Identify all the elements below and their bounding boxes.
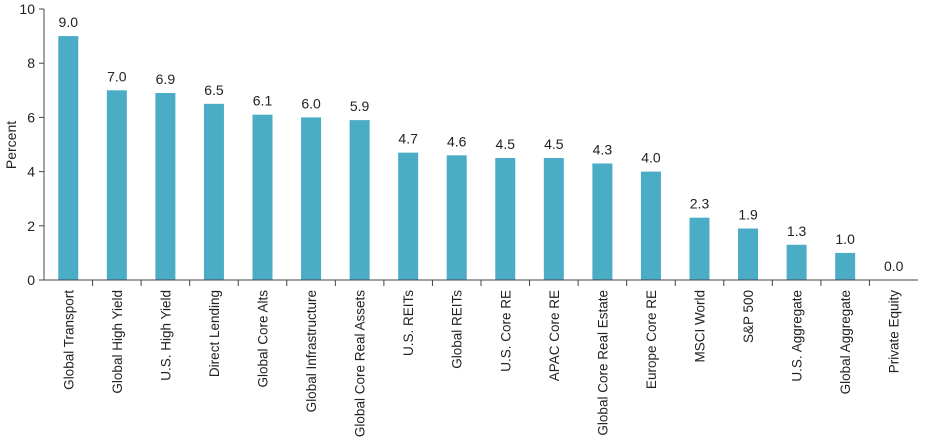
bar-value-label: 6.9 [156,71,176,87]
bar-value-label: 4.6 [447,133,467,149]
x-category-label: Global High Yield [110,290,125,394]
bar-value-label: 6.1 [253,93,273,109]
y-axis-title: Percent [3,121,19,169]
y-tick-label: 8 [27,55,35,71]
bar [543,158,564,280]
x-category-label: APAC Core RE [547,290,562,381]
bar-value-label: 4.3 [593,141,613,157]
x-category-label: U.S. REITs [401,290,416,356]
value-labels: 9.0 7.0 6.9 6.5 6.1 6.0 5.9 4.7 4.6 4.5 4.5 4.3 4.0 2… [59,14,904,274]
bar [252,114,273,280]
x-category-label: U.S. Core RE [498,290,513,372]
bar-value-label: 0.0 [884,258,904,274]
x-category-label: U.S. Aggregate [790,290,805,382]
y-tick-label: 6 [27,109,35,125]
bar [203,103,224,280]
x-category-label: Global Transport [61,290,76,390]
bar-value-label: 1.3 [787,223,807,239]
category-labels: Global Transport Global High Yield U.S. Hi… [61,280,902,437]
bar [640,171,661,280]
bar [446,155,467,280]
bar [689,217,710,280]
bar [106,90,127,280]
x-category-label: S&P 500 [741,290,756,343]
x-category-label: Private Equity [887,290,902,374]
x-category-label: MSCI World [693,290,708,363]
bar [786,244,807,280]
bar-value-label: 1.0 [835,231,855,247]
x-category-label: Global Core Alts [256,290,271,388]
bar [58,36,79,280]
bar [349,120,370,280]
bar [738,228,759,280]
y-tick-label: 10 [19,1,35,17]
bar [495,158,516,280]
bar [155,93,176,280]
bar [301,117,322,281]
bar [398,152,419,280]
bars [58,36,856,281]
bar-value-label: 2.3 [690,196,710,212]
bar-value-label: 4.7 [398,131,418,147]
bar-value-label: 4.5 [544,136,564,152]
bar-value-label: 4.5 [496,136,516,152]
bar-value-label: 1.9 [738,207,758,223]
y-axis-ticks: 0 2 4 6 8 10 [19,1,44,288]
bar-value-label: 7.0 [107,68,127,84]
bar [592,163,613,280]
bar-value-label: 6.5 [204,82,224,98]
bar-value-label: 6.0 [301,95,321,111]
bar [835,252,856,280]
bar-value-label: 4.0 [641,150,661,166]
y-tick-label: 4 [27,164,35,180]
x-category-label: Direct Lending [207,290,222,377]
y-tick-label: 0 [27,272,35,288]
bar-value-label: 5.9 [350,98,370,114]
x-category-label: Global Core Real Estate [595,290,610,436]
x-category-label: U.S. High Yield [158,290,173,381]
x-category-label: Global REITs [450,290,465,369]
x-category-label: Global Infrastructure [304,290,319,412]
x-category-label: Global Core Real Assets [353,290,368,437]
x-category-label: Global Aggregate [838,290,853,394]
x-category-label: Europe Core RE [644,290,659,389]
y-tick-label: 2 [27,218,35,234]
bar-value-label: 9.0 [59,14,79,30]
